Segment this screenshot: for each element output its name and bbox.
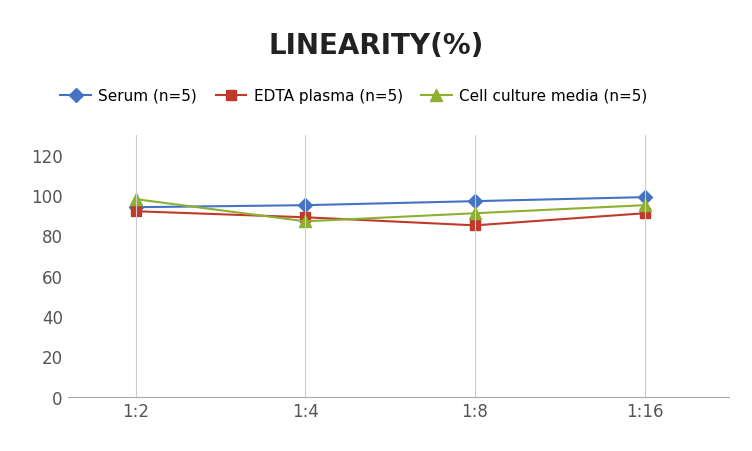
Serum (n=5) bbox=[471, 199, 480, 204]
EDTA plasma (n=5) bbox=[471, 223, 480, 229]
EDTA plasma (n=5) bbox=[640, 211, 649, 216]
Legend: Serum (n=5), EDTA plasma (n=5), Cell culture media (n=5): Serum (n=5), EDTA plasma (n=5), Cell cul… bbox=[60, 89, 647, 104]
Serum (n=5) bbox=[301, 203, 310, 208]
Serum (n=5) bbox=[640, 195, 649, 200]
Line: EDTA plasma (n=5): EDTA plasma (n=5) bbox=[131, 207, 650, 231]
Cell culture media (n=5) bbox=[131, 197, 140, 202]
Text: LINEARITY(%): LINEARITY(%) bbox=[268, 32, 484, 60]
EDTA plasma (n=5) bbox=[301, 215, 310, 221]
EDTA plasma (n=5) bbox=[131, 209, 140, 215]
Line: Cell culture media (n=5): Cell culture media (n=5) bbox=[129, 193, 650, 228]
Cell culture media (n=5) bbox=[640, 203, 649, 208]
Serum (n=5) bbox=[131, 205, 140, 211]
Line: Serum (n=5): Serum (n=5) bbox=[131, 193, 650, 212]
Cell culture media (n=5) bbox=[301, 219, 310, 225]
Cell culture media (n=5) bbox=[471, 211, 480, 216]
